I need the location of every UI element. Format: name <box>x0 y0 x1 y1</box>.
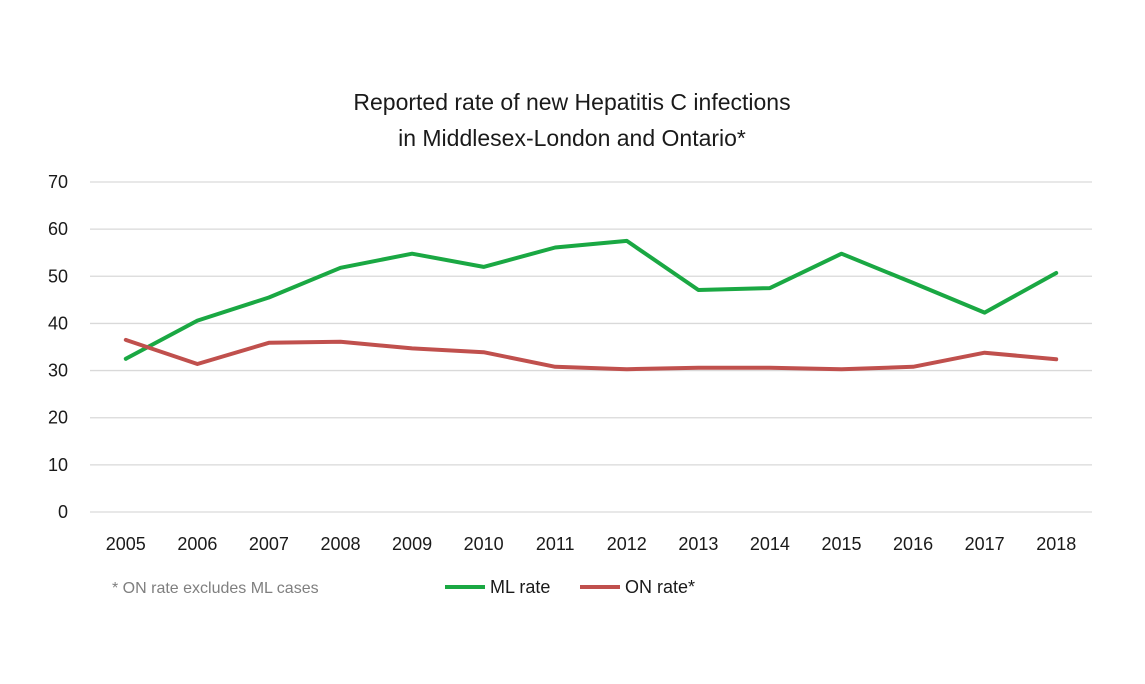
y-tick-label: 50 <box>48 266 68 286</box>
x-tick-label: 2015 <box>821 534 861 554</box>
y-tick-label: 40 <box>48 313 68 333</box>
x-tick-label: 2011 <box>536 534 575 554</box>
legend-item-on-rate: ON rate* <box>580 577 695 597</box>
chart-title-line-1: Reported rate of new Hepatitis C infecti… <box>353 89 790 115</box>
x-tick-label: 2016 <box>893 534 933 554</box>
y-tick-label: 60 <box>48 219 68 239</box>
x-axis: 2005 2006 2007 2008 2009 2010 2011 2012 2013 2014… <box>106 534 1076 554</box>
chart-title: Reported rate of new Hepatitis C infecti… <box>353 89 790 151</box>
x-tick-label: 2010 <box>464 534 504 554</box>
x-tick-label: 2005 <box>106 534 146 554</box>
x-tick-label: 2018 <box>1036 534 1076 554</box>
x-tick-label: 2006 <box>177 534 217 554</box>
series-line-ml-rate <box>123 238 1059 361</box>
footnote: * ON rate excludes ML cases <box>112 580 319 597</box>
legend-item-ml-rate: ML rate <box>445 577 550 597</box>
y-tick-label: 10 <box>48 455 68 475</box>
legend: * ON rate excludes ML cases ML rate ON ra… <box>112 577 695 597</box>
series-lines <box>123 238 1059 372</box>
chart-title-line-2: in Middlesex-London and Ontario* <box>398 125 746 151</box>
legend-label: ML rate <box>490 577 550 597</box>
y-tick-label: 70 <box>48 172 68 192</box>
x-tick-label: 2007 <box>249 534 289 554</box>
series-line-on-rate <box>123 337 1059 372</box>
x-tick-label: 2008 <box>320 534 360 554</box>
gridlines <box>90 181 1092 513</box>
y-tick-label: 0 <box>58 502 68 522</box>
y-tick-label: 20 <box>48 408 68 428</box>
legend-label: ON rate* <box>625 577 695 597</box>
y-tick-label: 30 <box>48 361 68 381</box>
x-tick-label: 2009 <box>392 534 432 554</box>
x-tick-label: 2012 <box>607 534 647 554</box>
x-tick-label: 2013 <box>678 534 718 554</box>
x-tick-label: 2014 <box>750 534 790 554</box>
y-axis: 0 10 20 30 40 50 60 70 <box>48 172 68 522</box>
x-tick-label: 2017 <box>965 534 1005 554</box>
